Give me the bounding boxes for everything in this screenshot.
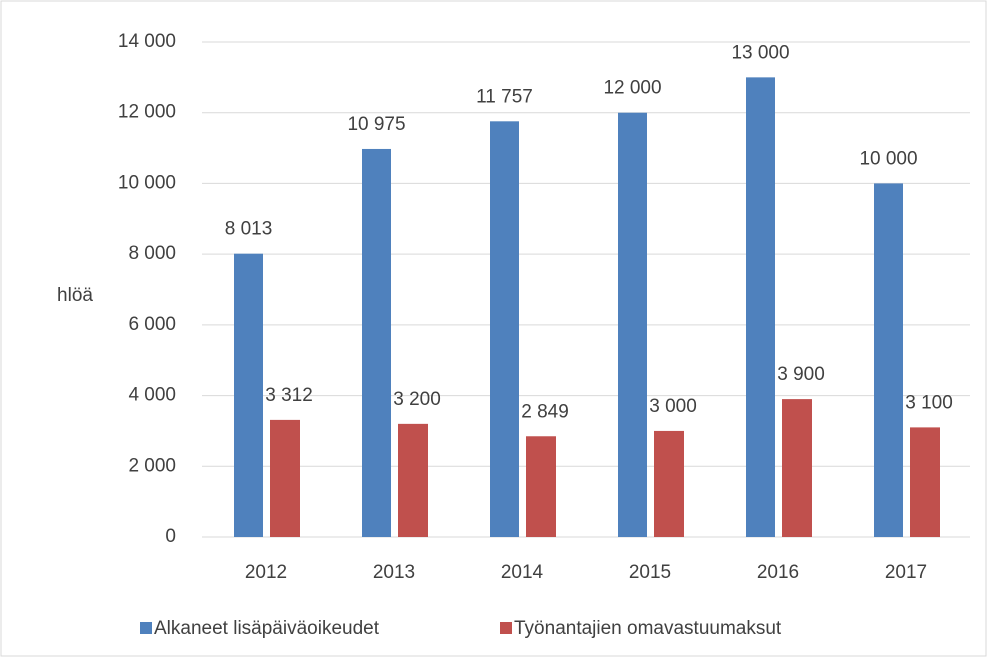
data-label: 11 757 <box>476 86 533 107</box>
y-tick-label: 12 000 <box>118 102 176 123</box>
legend-swatch <box>500 622 512 634</box>
x-tick-label: 2017 <box>885 562 927 583</box>
legend-label: Työnantajien omavastuumaksut <box>514 618 782 639</box>
data-label: 3 900 <box>777 364 825 385</box>
data-label: 13 000 <box>731 42 789 63</box>
data-label: 3 200 <box>393 389 441 410</box>
bar <box>398 423 428 537</box>
y-tick-label: 0 <box>165 526 176 547</box>
y-tick-label: 4 000 <box>128 385 176 406</box>
data-label: 12 000 <box>603 78 661 99</box>
data-label: 8 013 <box>225 219 273 240</box>
y-tick-label: 14 000 <box>118 31 176 52</box>
bar <box>782 399 812 537</box>
bar <box>490 121 519 538</box>
data-label: 2 849 <box>521 401 569 422</box>
data-label: 10 000 <box>859 148 917 169</box>
legend-swatch <box>140 622 152 634</box>
x-tick-label: 2014 <box>501 562 544 583</box>
x-tick-label: 2013 <box>373 562 415 583</box>
bar <box>910 427 940 537</box>
y-axis-label: hlöä <box>57 285 93 306</box>
bar <box>746 77 775 537</box>
y-tick-label: 6 000 <box>128 314 176 335</box>
data-label: 3 000 <box>649 396 697 417</box>
x-tick-label: 2016 <box>757 562 799 583</box>
bar <box>618 112 647 537</box>
bar <box>654 430 684 537</box>
bar <box>874 183 903 537</box>
data-label: 10 975 <box>347 114 405 135</box>
legend-label: Alkaneet lisäpäiväoikeudet <box>154 618 380 639</box>
bar <box>362 148 391 537</box>
bar <box>526 436 556 537</box>
bar <box>270 419 300 537</box>
y-tick-label: 10 000 <box>118 172 176 193</box>
data-label: 3 100 <box>905 392 953 413</box>
bar <box>234 253 263 537</box>
x-tick-label: 2012 <box>245 562 287 583</box>
data-label: 3 312 <box>265 385 313 406</box>
x-tick-label: 2015 <box>629 562 671 583</box>
y-tick-label: 8 000 <box>128 243 176 264</box>
y-tick-label: 2 000 <box>128 455 176 476</box>
